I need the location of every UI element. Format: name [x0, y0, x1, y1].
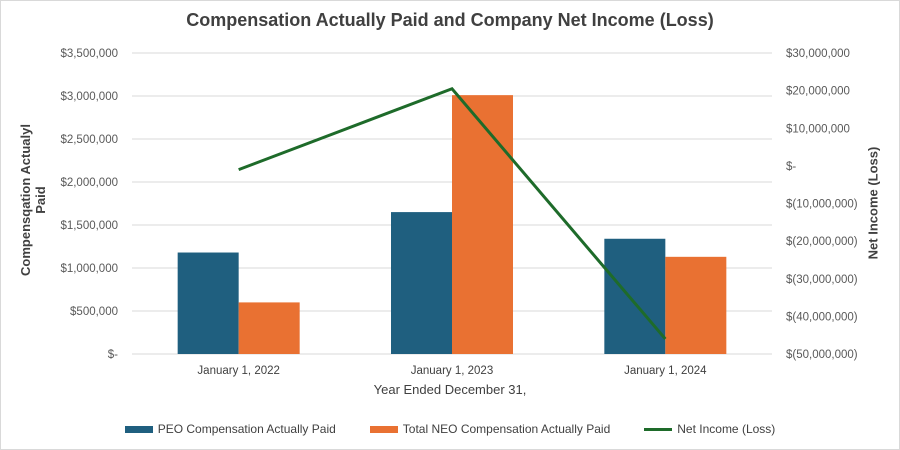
legend-swatch-net-income [644, 427, 673, 431]
y-left-tick-label: $2,000,000 [60, 177, 118, 189]
y-right-tick-label: $10,000,000 [786, 123, 850, 135]
bar-neo [238, 302, 300, 354]
bar-peo [177, 252, 239, 354]
y-axis-left-label: Compensqation Actualyl Paid [18, 124, 48, 276]
y-left-tick-label: $1,500,000 [60, 220, 118, 232]
y-left-tick-label: $1,000,000 [60, 263, 118, 275]
legend-swatch-peo [124, 425, 153, 433]
legend-item-neo: Total NEO Compensation Actually Paid [369, 422, 611, 436]
y-right-tick-label: $20,000,000 [786, 86, 850, 98]
line-net-income [238, 86, 667, 340]
legend-label-net-income: Net Income (Loss) [677, 422, 776, 436]
chart-title: Compensation Actually Paid and Company N… [186, 10, 714, 30]
y-right-tick-label: $(30,000,000) [786, 274, 858, 286]
legend-swatch-neo [369, 425, 398, 433]
x-axis-label: Year Ended December 31, [373, 382, 527, 397]
x-tick-label: January 1, 2024 [624, 365, 707, 377]
legend-label-neo: Total NEO Compensation Actually Paid [402, 422, 611, 436]
x-tick-label: January 1, 2022 [197, 365, 279, 377]
y-left-tick-label: $- [108, 349, 118, 361]
x-tick-label: January 1, 2023 [411, 365, 493, 377]
legend-item-peo: PEO Compensation Actually Paid [124, 422, 336, 436]
y-right-tick-label: $(50,000,000) [786, 349, 858, 361]
chart-legend: PEO Compensation Actually Paid Total NEO… [0, 422, 900, 436]
y-left-tick-label: $2,500,000 [60, 134, 118, 146]
y-right-tick-label: $- [786, 161, 796, 173]
y-right-tick-label: $(20,000,000) [786, 236, 858, 248]
bar-peo [604, 238, 666, 354]
y-left-tick-label: $500,000 [70, 306, 118, 318]
y-right-tick-label: $(10,000,000) [786, 199, 858, 211]
legend-item-net-income: Net Income (Loss) [644, 422, 775, 436]
y-left-tick-label: $3,000,000 [60, 91, 118, 103]
bar-neo [665, 256, 727, 354]
y-axis-right-label: Net Income (Loss) [865, 146, 881, 260]
bar-neo [452, 95, 513, 354]
bar-peo [391, 212, 452, 354]
y-right-tick-label: $30,000,000 [786, 48, 850, 60]
y-right-tick-label: $(40,000,000) [786, 311, 858, 323]
legend-label-peo: PEO Compensation Actually Paid [157, 422, 336, 436]
y-left-tick-label: $3,500,000 [60, 48, 118, 60]
